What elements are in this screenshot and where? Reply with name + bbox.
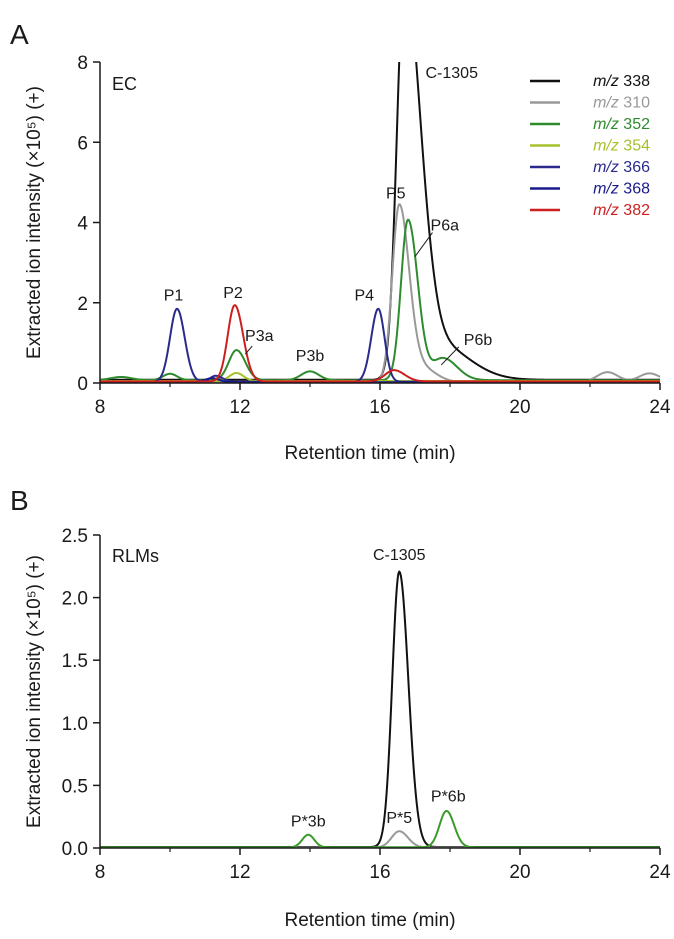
y-tick-label: 1.5 (62, 651, 88, 672)
panel-inset-label: RLMs (112, 546, 159, 566)
y-tick-label: 0 (77, 374, 88, 395)
series-line-mz-338 (100, 570, 660, 848)
peak-label: P4 (354, 288, 374, 305)
x-tick-label: 8 (95, 862, 106, 883)
y-axis-title: Extracted ion intensity (×10⁵) (+) (24, 555, 45, 828)
y-tick-label: 2.0 (62, 589, 88, 610)
legend-entry: m/z 366 (593, 159, 650, 176)
peak-label: P6b (464, 332, 493, 349)
peak-label: C-1305 (373, 547, 426, 564)
x-tick-label: 12 (229, 862, 250, 883)
y-tick-label: 6 (77, 133, 88, 154)
series-line-mz-352 (100, 218, 660, 382)
legend-entry: m/z 352 (593, 116, 650, 133)
legend: m/z 338 m/z 310 m/z 352 m/z 354 m/z 366 m/z 3… (530, 73, 650, 219)
plot-area (100, 62, 660, 383)
x-tick-label: 16 (369, 397, 390, 418)
x-tick-label: 24 (649, 397, 671, 418)
peak-label: P5 (386, 185, 406, 202)
x-tick-label: 8 (95, 397, 106, 418)
peak-label: P*3b (291, 814, 326, 831)
y-tick-label: 0.0 (62, 839, 88, 860)
x-tick-label: 20 (509, 862, 530, 883)
y-tick-label: 1.0 (62, 714, 88, 735)
y-axis-title: Extracted ion intensity (×10⁵) (+) (24, 86, 45, 359)
panel-letter: A (10, 19, 29, 50)
legend-entry: m/z 354 (593, 138, 650, 155)
plot-area (100, 570, 660, 848)
peak-label: C-1305 (426, 65, 479, 82)
series-line-mz-366 (100, 307, 660, 383)
series-line-mz-338 (100, 62, 660, 381)
x-axis-title: Retention time (min) (284, 443, 455, 464)
legend-entry: m/z 368 (593, 181, 650, 198)
y-tick-label: 4 (77, 214, 88, 235)
legend-entry: m/z 338 (593, 73, 650, 90)
series-line-mz-382 (100, 304, 660, 383)
peak-leader-line (414, 232, 433, 257)
panel-letter: B (10, 485, 29, 516)
x-tick-label: 16 (369, 862, 390, 883)
legend-entry: m/z 310 (593, 95, 650, 112)
x-tick-label: 12 (229, 397, 250, 418)
peak-label: P1 (164, 288, 184, 305)
panel-inset-label: EC (112, 74, 137, 94)
x-tick-label: 20 (509, 397, 530, 418)
peak-label: P3a (245, 328, 274, 345)
peak-label: P*6b (431, 789, 466, 806)
y-tick-label: 0.5 (62, 776, 88, 797)
x-tick-label: 24 (649, 862, 671, 883)
y-tick-label: 2 (77, 294, 88, 315)
y-tick-label: 8 (77, 53, 88, 74)
peak-label: P3b (296, 348, 325, 365)
series-line-mz-310 (100, 203, 660, 383)
y-tick-label: 2.5 (62, 526, 88, 547)
legend-entry: m/z 382 (593, 202, 650, 219)
peak-label: P2 (223, 285, 243, 302)
x-axis-title: Retention time (min) (284, 910, 455, 931)
peak-leader-line (440, 346, 460, 366)
peak-label: P*5 (386, 810, 412, 827)
peak-label: P6a (431, 218, 460, 235)
peak-leader-line (244, 345, 253, 355)
chart-panel-B: B 8 12 16 20 24 0.0 0.5 1.0 1.5 2.0 2.5 Retention ti… (10, 485, 671, 931)
